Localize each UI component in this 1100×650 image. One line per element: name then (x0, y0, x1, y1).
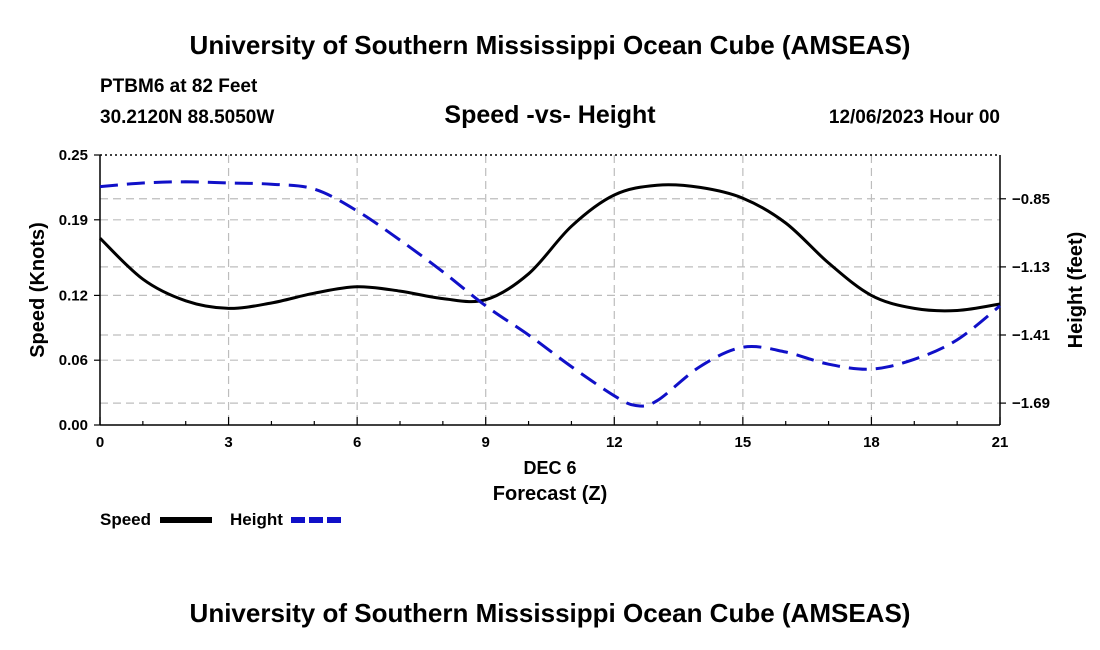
x-tick-label: 0 (96, 434, 104, 451)
legend-height-label: Height (230, 510, 283, 529)
chart-grid (100, 155, 1000, 425)
y-right-tick-label: −0.85 (1012, 191, 1050, 208)
y-left-tick-label: 0.00 (59, 417, 88, 434)
x-tick-label: 12 (606, 434, 623, 451)
station-label: PTBM6 at 82 Feet (100, 76, 258, 97)
y-right-tick-label: −1.69 (1012, 395, 1050, 412)
y-left-tick-label: 0.12 (59, 287, 88, 304)
plot-frame (94, 154, 1006, 426)
y-left-tick-label: 0.25 (59, 147, 88, 164)
x-axis-date-label: DEC 6 (523, 458, 576, 478)
chart-legend: Speed Height (100, 510, 343, 529)
y-axis-right-title: Height (feet) (1065, 232, 1087, 349)
footer-title: University of Southern Mississippi Ocean… (189, 598, 911, 628)
y-left-tick-label: 0.06 (59, 352, 88, 369)
y-axis-left-title: Speed (Knots) (27, 222, 49, 358)
x-tick-label: 3 (224, 434, 232, 451)
speed-height-chart: 0 3 6 9 12 15 18 21 0.00 0.06 0.12 0.19 0.25 −0.85 −1.… (27, 147, 1087, 529)
forecast-datetime: 12/06/2023 Hour 00 (828, 107, 1000, 128)
axis-labels: 0 3 6 9 12 15 18 21 0.00 0.06 0.12 0.19 0.25 −0.85 −1.… (27, 147, 1087, 505)
height-series-line (99, 180, 1001, 408)
station-coords: 30.2120N 88.5050W (100, 107, 275, 128)
y-right-tick-label: −1.13 (1012, 259, 1050, 276)
y-left-tick-label: 0.19 (59, 212, 88, 229)
page-title: University of Southern Mississippi Ocean… (189, 30, 911, 60)
x-axis-title: Forecast (Z) (493, 483, 607, 505)
series-layer (98, 180, 1001, 408)
legend-speed-label: Speed (100, 510, 151, 529)
x-tick-label: 15 (735, 434, 752, 451)
x-tick-label: 6 (353, 434, 361, 451)
y-right-tick-label: −1.41 (1012, 327, 1050, 344)
chart-title: Speed -vs- Height (444, 101, 656, 129)
x-tick-label: 21 (992, 434, 1009, 451)
speed-series-line (98, 183, 1001, 313)
x-tick-label: 9 (482, 434, 490, 451)
x-tick-label: 18 (863, 434, 880, 451)
